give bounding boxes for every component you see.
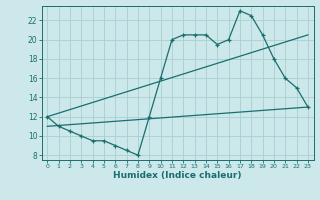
X-axis label: Humidex (Indice chaleur): Humidex (Indice chaleur) (113, 171, 242, 180)
